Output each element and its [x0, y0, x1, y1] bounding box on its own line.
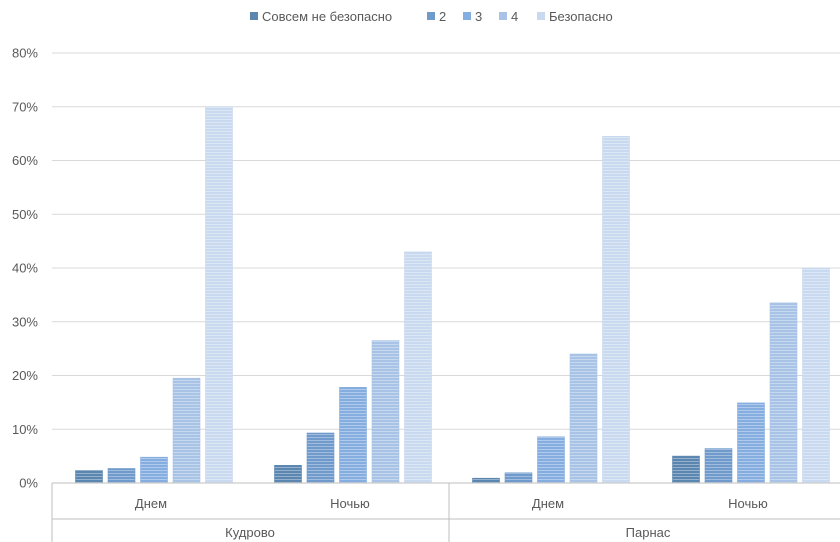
bar — [569, 353, 598, 484]
y-tick-label: 50% — [12, 207, 38, 222]
group-label: Кудрово — [225, 525, 275, 540]
y-tick-label: 70% — [12, 99, 38, 114]
legend-swatch — [537, 12, 545, 20]
legend-item: Безопасно — [537, 9, 613, 24]
bar — [537, 436, 565, 484]
y-axis: 0% 10% 20% 30% 40% 50% 60% 70% 80% — [12, 46, 38, 491]
y-tick-label: 40% — [12, 261, 38, 276]
group-label: Парнас — [626, 525, 671, 540]
y-tick-label: 0% — [19, 476, 38, 491]
x-axis: Днем Ночью Днем Ночью Кудрово Парнас — [51, 482, 840, 542]
legend-swatch — [463, 12, 471, 20]
bar — [306, 432, 335, 484]
bar — [140, 456, 168, 484]
bar — [75, 470, 103, 484]
bar — [737, 402, 765, 484]
bar — [339, 386, 367, 484]
y-tick-label: 20% — [12, 368, 38, 383]
y-tick-label: 30% — [12, 314, 38, 329]
bar — [504, 472, 533, 484]
legend-item: 3 — [463, 9, 482, 24]
legend-label: 3 — [475, 9, 482, 24]
grid — [52, 52, 840, 430]
x-tick-label: Днем — [532, 496, 564, 511]
legend-label: Безопасно — [549, 9, 613, 24]
bar — [472, 477, 500, 484]
bar — [602, 136, 630, 484]
bar — [769, 302, 798, 484]
legend-swatch — [499, 12, 507, 20]
legend-item: 4 — [499, 9, 518, 24]
bar — [371, 340, 400, 484]
bar — [107, 468, 136, 484]
bar — [404, 251, 432, 484]
legend-label: 4 — [511, 9, 518, 24]
legend-item: 2 — [427, 9, 446, 24]
y-tick-label: 10% — [12, 422, 38, 437]
legend-item: Совсем не безопасно — [250, 9, 392, 24]
y-tick-label: 80% — [12, 46, 38, 61]
legend-label: 2 — [439, 9, 446, 24]
bar — [704, 448, 733, 484]
x-tick-label: Днем — [135, 496, 167, 511]
legend: Совсем не безопасно 2 3 4 Безопасно — [250, 9, 613, 24]
bar — [274, 464, 302, 484]
y-tick-label: 60% — [12, 153, 38, 168]
bar — [172, 377, 201, 484]
bar — [802, 267, 830, 484]
x-tick-label: Ночью — [728, 496, 768, 511]
x-tick-label: Ночью — [330, 496, 370, 511]
bar — [672, 455, 700, 484]
legend-swatch — [427, 12, 435, 20]
bars — [75, 106, 830, 484]
legend-label: Совсем не безопасно — [262, 9, 392, 24]
bar — [205, 106, 233, 484]
legend-swatch — [250, 12, 258, 20]
